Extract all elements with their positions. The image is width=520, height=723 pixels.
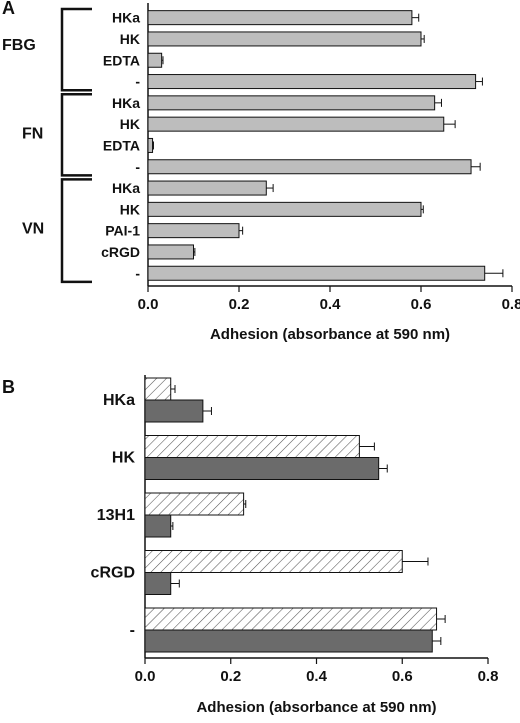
bar-fbg-control	[147, 74, 477, 90]
panel-b-chart: HKa HK 13H1 cRGD - 0.0 0.2 0.4 0.6 0.8 Adhesion (a…	[91, 375, 499, 716]
solid-bar-hk	[144, 457, 380, 480]
panel-a-x-tick-label: 0.0	[138, 296, 159, 313]
panel-b-x-tick-label: 0.2	[220, 668, 241, 685]
panel-a-x-axis-label: Adhesion (absorbance at 590 nm)	[210, 326, 450, 343]
group-bracket	[60, 7, 92, 92]
category-label: 13H1	[97, 507, 135, 524]
panel-b-x-tick-label: 0.6	[392, 668, 413, 685]
hatched-bar-13h1	[144, 492, 245, 516]
bar-vn-control	[147, 265, 486, 281]
bar-vn-hka	[147, 180, 267, 196]
solid-bar-control	[144, 629, 433, 653]
group-bracket	[60, 92, 92, 177]
panel-b-x-tick-label: 0.4	[306, 668, 328, 685]
bar-fn-hka	[147, 95, 436, 111]
bar-label: PAI-1	[105, 223, 140, 239]
bar-label: HK	[120, 116, 140, 132]
bar-vn-hk	[147, 201, 422, 217]
solid-bar-hka	[144, 399, 204, 423]
bar-fbg-edta	[147, 52, 163, 68]
group-bracket	[60, 178, 92, 284]
bar-label: HKa	[112, 95, 140, 111]
bar-label: HKa	[112, 10, 140, 26]
category-label: -	[130, 622, 135, 639]
bar-fn-control	[147, 159, 472, 175]
hatched-bar-hk	[144, 435, 360, 458]
bar-label: -	[135, 159, 140, 175]
bar-label: EDTA	[103, 52, 140, 68]
bar-label: EDTA	[103, 137, 140, 153]
hatched-bar-crgd	[144, 550, 403, 573]
panel-b-letter: B	[2, 377, 15, 397]
panel-a-x-tick-label: 0.6	[411, 296, 432, 313]
bar-label: -	[135, 74, 140, 90]
group-label: FBG	[2, 37, 36, 54]
bar-vn-crgd	[147, 244, 194, 260]
hatched-bar-hka	[144, 377, 172, 401]
bar-fn-edta	[147, 137, 154, 153]
panel-a-x-tick-label: 0.2	[229, 296, 250, 313]
bar-label: HK	[120, 31, 140, 47]
solid-bar-13h1	[144, 514, 172, 538]
bar-fbg-hka	[147, 10, 413, 26]
bar-label: cRGD	[101, 244, 140, 260]
panel-b-x-tick-label: 0.0	[135, 668, 156, 685]
group-label: VN	[22, 221, 44, 238]
panel-a-x-tick-label: 0.4	[320, 296, 342, 313]
bar-label: HKa	[112, 180, 140, 196]
hatched-bar-control	[144, 607, 438, 631]
bar-fbg-hk	[147, 31, 422, 47]
panel-a-chart: HKa HK EDTA - FBG HKa HK EDTA - FN HKa HK PAI-1 cRGD -…	[2, 3, 520, 343]
bar-label: HK	[120, 201, 140, 217]
panel-a-x-tick-label: 0.8	[502, 296, 520, 313]
bar-label: -	[135, 265, 140, 281]
category-label: HKa	[103, 392, 135, 409]
panel-b-x-tick-label: 0.8	[478, 668, 499, 685]
panel-a-letter: A	[2, 0, 15, 18]
category-label: cRGD	[91, 565, 135, 582]
bar-fn-hk	[147, 116, 445, 132]
bar-vn-pai-1	[147, 223, 240, 239]
panel-b-x-axis-label: Adhesion (absorbance at 590 nm)	[196, 699, 436, 716]
solid-bar-crgd	[144, 572, 172, 595]
group-label: FN	[22, 125, 43, 142]
category-label: HK	[112, 450, 136, 467]
